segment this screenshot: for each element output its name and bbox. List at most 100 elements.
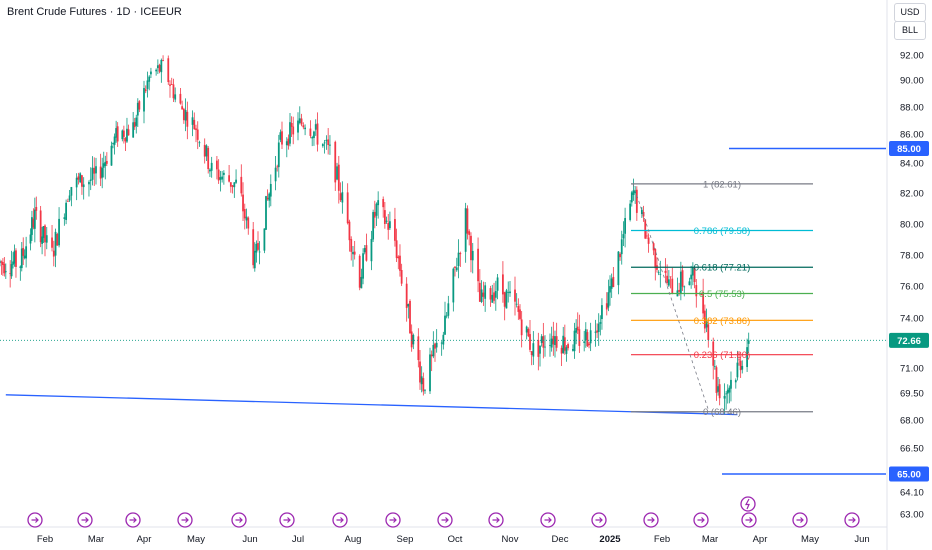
candle-body — [738, 359, 740, 361]
candle-body — [509, 291, 511, 294]
lightning-glyph-icon — [744, 498, 750, 510]
candle-body — [323, 142, 326, 144]
event-arrow-icon — [492, 517, 500, 523]
candle-body — [409, 301, 411, 334]
candle-body — [44, 225, 46, 243]
candle-body — [302, 125, 305, 128]
x-tick-label: Jul — [292, 534, 304, 545]
candle-body — [19, 266, 22, 268]
candle-body — [530, 351, 533, 356]
candle-body — [146, 80, 149, 89]
candle-body — [594, 331, 597, 333]
candle-body — [135, 117, 138, 126]
candle-body — [455, 267, 458, 271]
candle-body — [0, 261, 3, 263]
candle-body — [290, 123, 293, 127]
candle-body — [231, 185, 234, 187]
candle-body — [482, 292, 485, 297]
candle-body — [136, 102, 139, 116]
candle-body — [358, 255, 361, 288]
candle-body — [447, 303, 450, 316]
candle-body — [304, 127, 306, 130]
candle-body — [610, 278, 613, 289]
candle-body — [457, 252, 460, 266]
candle-body — [13, 250, 16, 264]
last-price-badge-text: 72.66 — [897, 336, 921, 347]
candle-body — [712, 341, 715, 366]
candle-body — [383, 210, 386, 224]
candle-body — [389, 221, 391, 229]
candle-body — [243, 209, 246, 219]
candle-body — [56, 233, 59, 246]
candle-body — [514, 289, 516, 302]
candle-body — [325, 139, 328, 142]
candle-body — [186, 111, 189, 127]
candle-body — [276, 166, 279, 168]
y-tick-label: 63.00 — [900, 510, 924, 521]
candle-body — [339, 193, 342, 201]
candle-body — [563, 337, 566, 351]
candle-body — [525, 326, 528, 333]
candle-body — [174, 94, 177, 100]
candle-body — [624, 218, 626, 234]
candle-body — [329, 144, 331, 146]
candle-body — [121, 130, 124, 140]
y-tick-label: 69.50 — [900, 389, 924, 400]
candle-body — [552, 335, 555, 345]
x-tick-label: Nov — [502, 534, 519, 545]
candle-body — [678, 289, 681, 292]
x-tick-label: May — [801, 534, 819, 545]
candle-body — [537, 340, 540, 357]
candle-body — [209, 169, 211, 172]
candle-body — [143, 88, 145, 112]
candle-body — [158, 64, 161, 72]
x-tick-label: Jun — [242, 534, 257, 545]
candle-body — [555, 336, 558, 348]
x-tick-label: Feb — [654, 534, 670, 545]
candle-body — [681, 270, 684, 287]
y-tick-label: 86.00 — [900, 130, 924, 141]
candle-body — [654, 248, 657, 269]
candle-body — [2, 262, 4, 265]
x-tick-label: Jun — [854, 534, 869, 545]
candle-body — [240, 176, 243, 194]
candle-body — [124, 137, 127, 142]
candle-body — [191, 117, 194, 125]
candle-body — [700, 293, 703, 296]
candle-body — [274, 167, 277, 182]
candle-body — [350, 239, 353, 252]
candle-body — [619, 253, 621, 258]
candle-body — [434, 343, 436, 349]
candle-body — [435, 342, 438, 348]
candle-body — [181, 106, 184, 110]
candle-body — [478, 282, 481, 302]
candle-body — [575, 328, 578, 333]
candle-body — [424, 389, 426, 391]
candle-body — [459, 253, 462, 255]
candle-body — [452, 268, 455, 303]
candle-body — [659, 273, 662, 275]
candle-body — [622, 234, 625, 239]
candle-body — [377, 200, 380, 206]
candle-body — [81, 175, 83, 187]
candle-body — [58, 218, 60, 246]
candle-body — [397, 256, 400, 259]
candle-body — [316, 123, 319, 145]
candle-body — [429, 354, 431, 392]
y-tick-label: 66.50 — [900, 444, 924, 455]
candle-body — [104, 161, 107, 166]
unit-button[interactable]: BLL — [894, 21, 926, 40]
candle-body — [589, 330, 592, 344]
candle-body — [12, 261, 14, 265]
candle-body — [726, 389, 729, 394]
candle-body — [95, 166, 97, 174]
candle-body — [419, 361, 421, 383]
candle-body — [210, 162, 213, 171]
candle-body — [542, 336, 545, 348]
candle-body — [503, 292, 506, 307]
candle-body — [399, 255, 401, 271]
candle-body — [445, 315, 448, 317]
candle-body — [66, 200, 69, 202]
candle-body — [691, 267, 694, 276]
